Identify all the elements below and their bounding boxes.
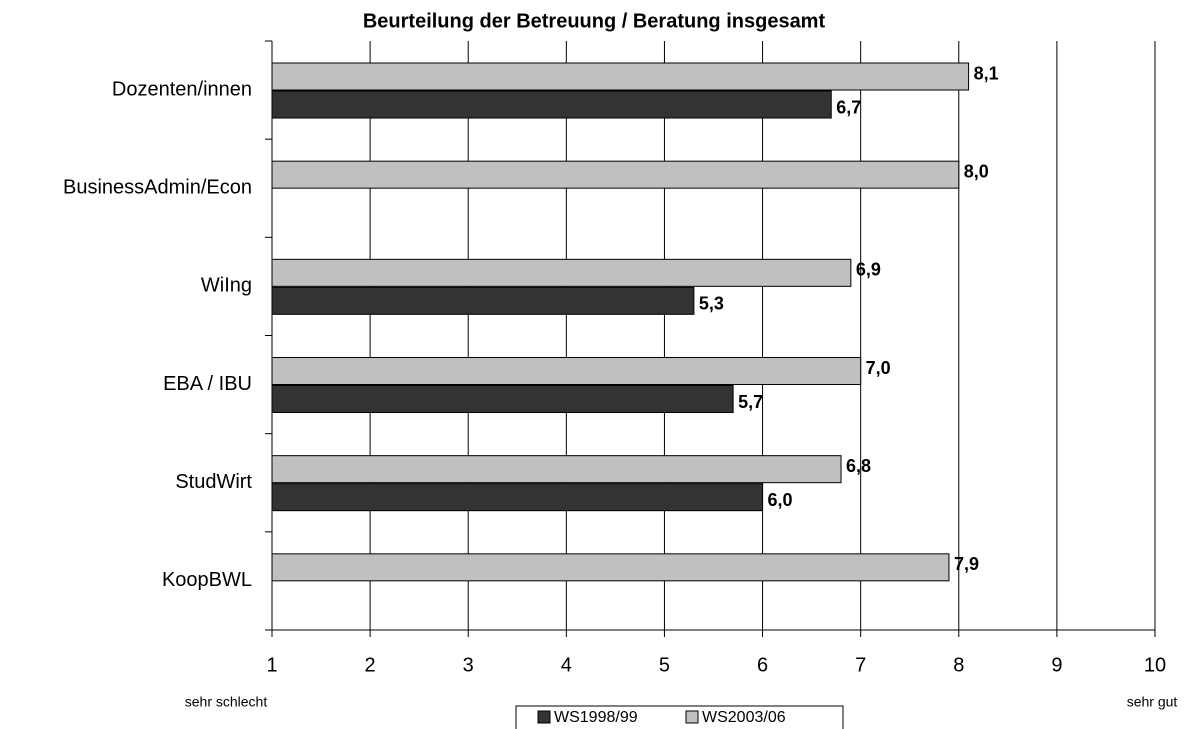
y-tick-label: StudWirt xyxy=(175,471,252,493)
data-label: 7,0 xyxy=(866,358,891,378)
bar xyxy=(271,553,950,582)
x-tick-label: 3 xyxy=(463,654,474,676)
data-label: 5,3 xyxy=(699,294,724,314)
x-tick-label: 8 xyxy=(953,654,964,676)
y-tick-label: WiIng xyxy=(201,275,252,297)
data-label: 5,7 xyxy=(738,392,763,412)
x-tick-label: 5 xyxy=(659,654,670,676)
y-tick-label: EBA / IBU xyxy=(163,373,252,395)
legend-label: WS1998/99 xyxy=(554,709,638,726)
y-tick-label: KoopBWL xyxy=(162,569,252,591)
annotation: sehr gut xyxy=(1127,694,1178,710)
x-tick-label: 10 xyxy=(1144,654,1166,676)
x-tick-label: 6 xyxy=(757,654,768,676)
bar xyxy=(271,357,862,385)
data-label: 6,0 xyxy=(768,490,793,510)
data-label: 8,1 xyxy=(974,63,999,83)
data-label: 6,7 xyxy=(836,97,861,117)
bar xyxy=(271,160,960,189)
data-label: 7,9 xyxy=(954,554,979,574)
bar xyxy=(271,258,852,287)
bar xyxy=(271,286,695,315)
bar xyxy=(271,90,832,119)
x-tick-label: 2 xyxy=(365,654,376,676)
y-tick-label: BusinessAdmin/Econ xyxy=(63,177,252,199)
legend-swatch xyxy=(537,710,551,724)
bar xyxy=(271,385,734,413)
legend-swatch xyxy=(685,710,699,724)
y-tick-label: Dozenten/innen xyxy=(112,78,252,100)
x-tick-label: 4 xyxy=(561,654,572,676)
bar xyxy=(271,483,764,512)
annotation: sehr schlecht xyxy=(185,694,268,710)
data-label: 6,9 xyxy=(856,260,881,280)
chart-title: Beurteilung der Betreuung / Beratung ins… xyxy=(363,10,826,32)
data-label: 6,8 xyxy=(846,456,871,476)
legend-label: WS2003/06 xyxy=(702,709,786,726)
bar xyxy=(271,455,842,484)
data-label: 8,0 xyxy=(964,161,989,181)
bar xyxy=(271,62,970,91)
legend-box xyxy=(515,705,844,729)
x-tick-label: 9 xyxy=(1051,654,1062,676)
x-tick-label: 1 xyxy=(266,654,277,676)
x-tick-label: 7 xyxy=(855,654,866,676)
